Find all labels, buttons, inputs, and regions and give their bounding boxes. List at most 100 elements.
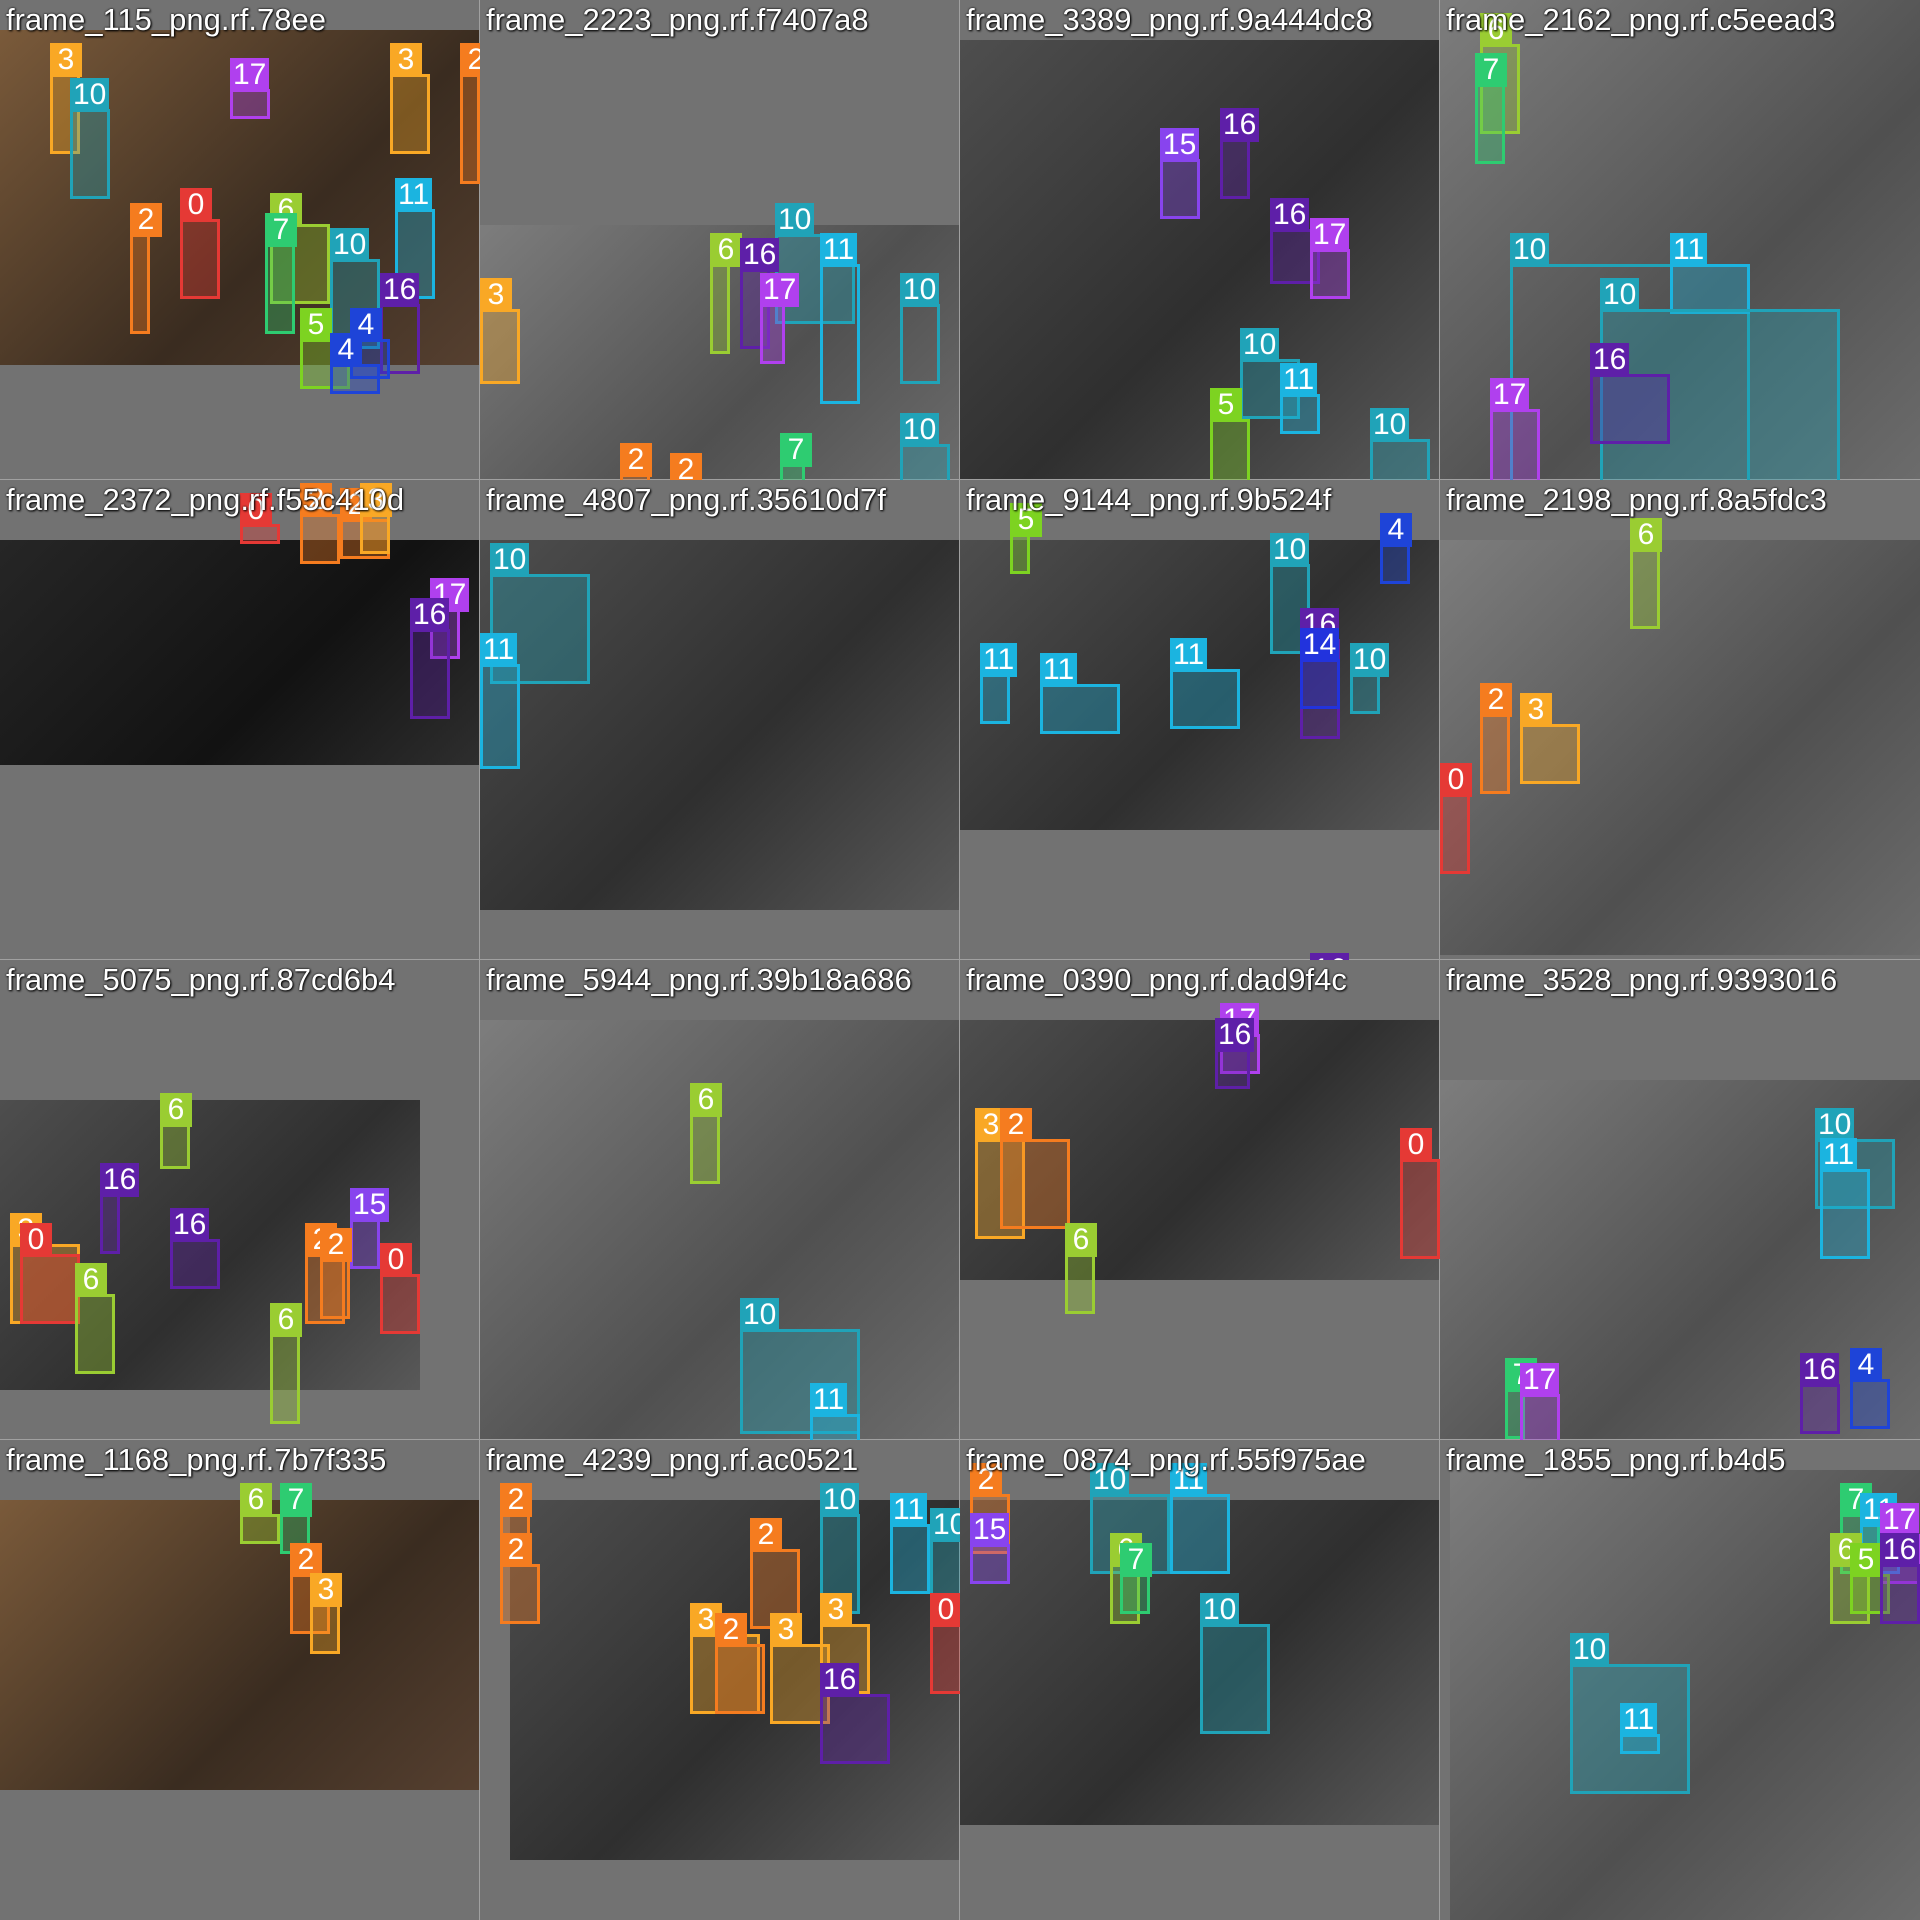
detection-box: 6 bbox=[270, 1303, 302, 1424]
detection-box: 16 bbox=[1880, 1533, 1920, 1624]
detection-box: 0 bbox=[180, 188, 220, 299]
detection-box: 7 bbox=[1475, 53, 1507, 164]
class-label: 4 bbox=[330, 333, 362, 367]
class-label: 10 bbox=[820, 1483, 860, 1517]
class-label: 15 bbox=[1160, 128, 1200, 162]
class-label: 11 bbox=[1280, 363, 1318, 397]
class-label: 16 bbox=[380, 273, 420, 307]
class-label: 7 bbox=[1475, 53, 1507, 87]
class-label: 11 bbox=[1670, 233, 1708, 267]
class-label: 17 bbox=[1490, 378, 1530, 412]
class-label: 5 bbox=[300, 308, 332, 342]
detection-box: 11 bbox=[820, 233, 860, 404]
photo-region bbox=[960, 40, 1440, 480]
tile-title: frame_5075_png.rf.87cd6b4 bbox=[6, 962, 396, 997]
class-label: 11 bbox=[1820, 1138, 1858, 1172]
class-label: 7 bbox=[280, 1483, 312, 1517]
class-label: 11 bbox=[890, 1493, 928, 1527]
detection-box: 3 bbox=[1520, 693, 1580, 784]
detection-box: 10 bbox=[1200, 1593, 1270, 1734]
tile-title: frame_2223_png.rf.f7407a8 bbox=[486, 2, 869, 37]
class-label: 0 bbox=[240, 493, 272, 527]
tile-title: frame_5944_png.rf.39b18a686 bbox=[486, 962, 912, 997]
detection-box: 17 bbox=[760, 273, 800, 364]
tile-title: frame_3389_png.rf.9a444dc8 bbox=[966, 2, 1373, 37]
class-label: 6 bbox=[1480, 13, 1512, 47]
detection-box: 10 bbox=[1370, 408, 1430, 480]
tile-title: frame_4807_png.rf.35610d7f bbox=[486, 482, 886, 517]
detection-box: 17 bbox=[1520, 1363, 1560, 1440]
tile-title: frame_2198_png.rf.8a5fdc3 bbox=[1446, 482, 1827, 517]
detection-box: 11 bbox=[1670, 233, 1750, 314]
class-label: 2 bbox=[1000, 1108, 1032, 1142]
tile-title: frame_2372_png.rf.f55c410d bbox=[6, 482, 405, 517]
detection-box: 11 bbox=[810, 1383, 860, 1440]
detection-box: 16 bbox=[170, 1208, 220, 1289]
detection-box: 16 bbox=[1215, 1018, 1255, 1089]
class-label: 17 bbox=[1520, 1363, 1560, 1397]
class-label: 6 bbox=[1630, 518, 1662, 552]
class-label: 2 bbox=[300, 483, 332, 517]
class-label: 2 bbox=[750, 1518, 782, 1552]
image-tile: frame_9144_png.rf.9b524f 5 4 10 11 16 14 10 11 11… bbox=[959, 479, 1441, 961]
detection-box: 2 bbox=[320, 1228, 352, 1319]
class-label: 10 bbox=[1815, 1108, 1855, 1142]
tile-title: frame_0874_png.rf.55f975ae bbox=[966, 1442, 1366, 1477]
image-tile: frame_2372_png.rf.f55c410d 0 2 2 3 17 16 bbox=[0, 479, 481, 961]
class-label: 0 bbox=[930, 1593, 960, 1627]
image-tile: frame_4807_png.rf.35610d7f 10 11 bbox=[479, 479, 961, 961]
detection-box: 10 bbox=[900, 273, 940, 384]
detection-box: 11 bbox=[1040, 653, 1120, 734]
class-label: 10 bbox=[1090, 1463, 1130, 1497]
class-label: 16 bbox=[820, 1663, 860, 1697]
tile-title: frame_4239_png.rf.ac0521 bbox=[486, 1442, 859, 1477]
class-label: 6 bbox=[270, 1303, 302, 1337]
detection-box: 6 bbox=[710, 233, 742, 354]
image-tile: frame_115_png.rf.78ee 3 10 17 3 2 0 2 6 7 10 11 16 4 5… bbox=[0, 0, 481, 481]
class-label: 2 bbox=[130, 203, 162, 237]
image-tile: frame_1855_png.rf.b4d5 7 11 17 6 5 16 10 11 bbox=[1439, 1439, 1920, 1920]
class-label: 17 bbox=[1880, 1503, 1920, 1537]
class-label: 0 bbox=[380, 1243, 412, 1277]
tile-title: frame_115_png.rf.78ee bbox=[6, 2, 326, 37]
class-label: 11 bbox=[980, 643, 1018, 677]
image-tile: frame_3389_png.rf.9a444dc8 15 16 16 17 10 11 5 1… bbox=[959, 0, 1441, 481]
class-label: 7 bbox=[265, 213, 297, 247]
class-label: 10 bbox=[1240, 328, 1280, 362]
class-label: 2 bbox=[715, 1613, 747, 1647]
class-label: 10 bbox=[70, 78, 110, 112]
class-label: 10 bbox=[900, 273, 940, 307]
class-label: 10 bbox=[330, 228, 370, 262]
class-label: 17 bbox=[230, 58, 270, 92]
class-label: 10 bbox=[1370, 408, 1410, 442]
class-label: 3 bbox=[770, 1613, 802, 1647]
class-label: 10 bbox=[775, 203, 815, 237]
detection-box: 2 bbox=[130, 203, 162, 334]
detection-box: 6 bbox=[1630, 518, 1662, 629]
photo-region bbox=[0, 1500, 480, 1790]
class-label: 14 bbox=[1300, 628, 1340, 662]
class-label: 0 bbox=[20, 1223, 52, 1257]
detection-box: 16 bbox=[1590, 343, 1670, 444]
class-label: 2 bbox=[500, 1533, 532, 1567]
detection-box: 17 bbox=[1310, 218, 1350, 299]
detection-box: 2 bbox=[1480, 683, 1512, 794]
detection-box: 10 bbox=[70, 78, 110, 199]
class-label: 16 bbox=[740, 238, 780, 272]
detection-box: 0 bbox=[1440, 763, 1472, 874]
detection-box: 2 bbox=[300, 483, 340, 564]
class-label: 16 bbox=[1800, 1353, 1840, 1387]
class-label: 3 bbox=[480, 278, 512, 312]
detection-box: 14 bbox=[1300, 628, 1340, 709]
detection-box: 2 bbox=[500, 1533, 540, 1624]
class-label: 16 bbox=[100, 1163, 140, 1197]
detection-box: 5 bbox=[1210, 388, 1250, 480]
class-label: 15 bbox=[350, 1188, 390, 1222]
detection-box: 15 bbox=[350, 1188, 390, 1269]
detection-box: 6 bbox=[690, 1083, 722, 1184]
class-label: 3 bbox=[390, 43, 422, 77]
tile-title: frame_0390_png.rf.dad9f4c bbox=[966, 962, 1347, 997]
detection-box: 0 bbox=[20, 1223, 80, 1324]
detection-box: 3 bbox=[310, 1573, 342, 1654]
class-label: 0 bbox=[1440, 763, 1472, 797]
